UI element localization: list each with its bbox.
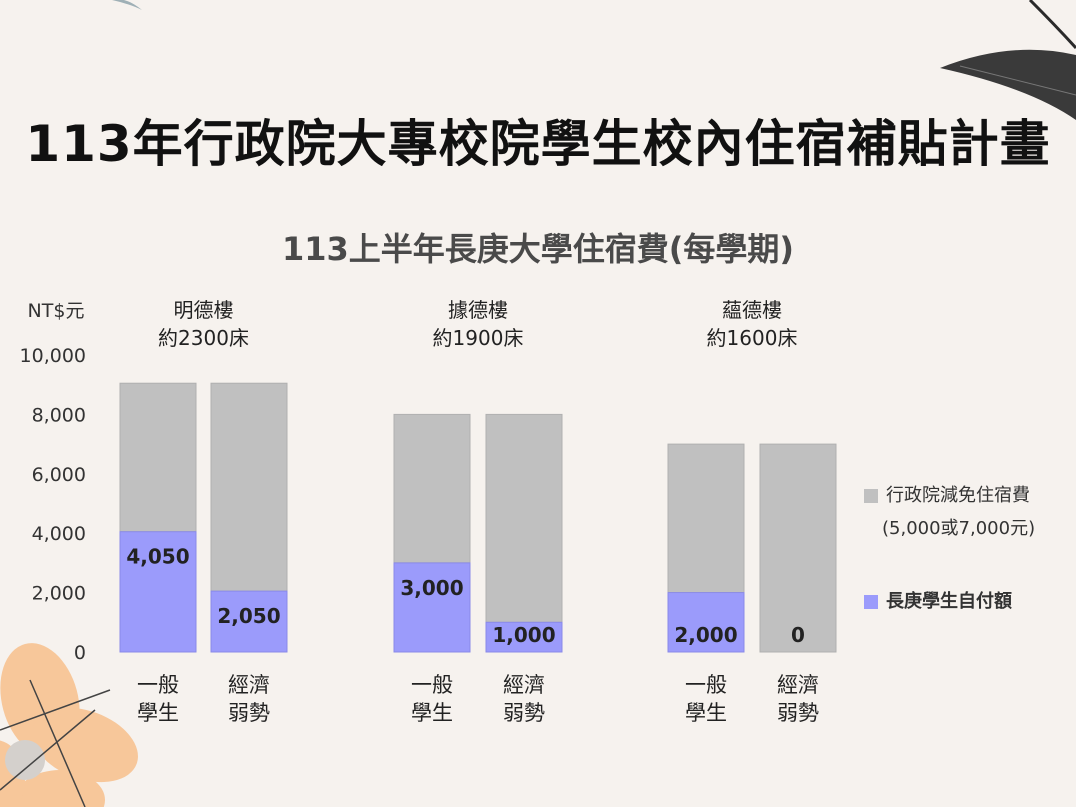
- data-label: 0: [791, 623, 805, 647]
- data-label: 2,000: [674, 623, 737, 647]
- chart-title: 113上半年長庚大學住宿費(每學期): [281, 230, 795, 268]
- category-label: 學生: [685, 701, 727, 725]
- bar-self-paid: [119, 531, 197, 653]
- legend-note-subsidy: (5,000或7,000元): [882, 518, 1036, 539]
- bar-subsidy: [667, 443, 745, 594]
- y-tick-label: 0: [74, 642, 86, 664]
- category-label: 弱勢: [777, 701, 819, 725]
- leaf-top-left-decoration: [112, 0, 142, 10]
- bar-subsidy: [759, 443, 837, 653]
- group-beds-label: 約1900床: [433, 326, 524, 350]
- group-label: 明德樓: [174, 298, 234, 322]
- category-label: 一般: [685, 673, 727, 697]
- group-label: 蘊德樓: [722, 298, 782, 322]
- bar-subsidy: [485, 413, 563, 623]
- group-beds-label: 約1600床: [707, 326, 798, 350]
- legend-label-self-paid: 長庚學生自付額: [886, 591, 1012, 612]
- group-beds-label: 約2300床: [158, 326, 249, 350]
- category-label: 一般: [411, 673, 453, 697]
- category-label: 經濟: [777, 673, 819, 697]
- bar-self-paid: [485, 621, 563, 653]
- leaf-right-decoration: [940, 49, 1076, 120]
- y-axis-label: NT$元: [28, 300, 85, 322]
- category-label: 弱勢: [228, 701, 270, 725]
- y-tick-label: 10,000: [20, 345, 86, 367]
- legend-item-self-paid: 長庚學生自付額: [864, 587, 1012, 613]
- bar-subsidy: [119, 382, 197, 533]
- category-label: 學生: [137, 701, 179, 725]
- bar-self-paid: [667, 592, 745, 653]
- y-tick-label: 8,000: [32, 404, 86, 426]
- flower-bottom-left-decoration: [0, 643, 138, 807]
- page-title: 113年行政院大專校院學生校內住宿補貼計畫: [25, 115, 1051, 173]
- data-label: 1,000: [492, 623, 555, 647]
- data-label: 3,000: [400, 576, 463, 600]
- category-label: 一般: [137, 673, 179, 697]
- legend-item-subsidy: 行政院減免住宿費: [864, 481, 1030, 507]
- y-tick-label: 2,000: [32, 583, 86, 605]
- legend-label-subsidy: 行政院減免住宿費: [886, 485, 1030, 506]
- legend-swatch-subsidy: [864, 489, 878, 503]
- bar-subsidy: [393, 413, 471, 564]
- data-label: 2,050: [217, 604, 280, 628]
- bar-self-paid: [393, 562, 471, 653]
- group-label: 據德樓: [448, 298, 508, 322]
- category-label: 學生: [411, 701, 453, 725]
- bar-subsidy: [210, 382, 288, 592]
- branch-top-right-decoration: [1028, 0, 1076, 50]
- category-label: 弱勢: [503, 701, 545, 725]
- category-label: 經濟: [503, 673, 545, 697]
- y-tick-label: 6,000: [32, 464, 86, 486]
- bar-self-paid: [210, 590, 288, 653]
- data-label: 4,050: [126, 545, 189, 569]
- category-label: 經濟: [228, 673, 270, 697]
- y-tick-label: 4,000: [32, 523, 86, 545]
- legend-swatch-self-paid: [864, 595, 878, 609]
